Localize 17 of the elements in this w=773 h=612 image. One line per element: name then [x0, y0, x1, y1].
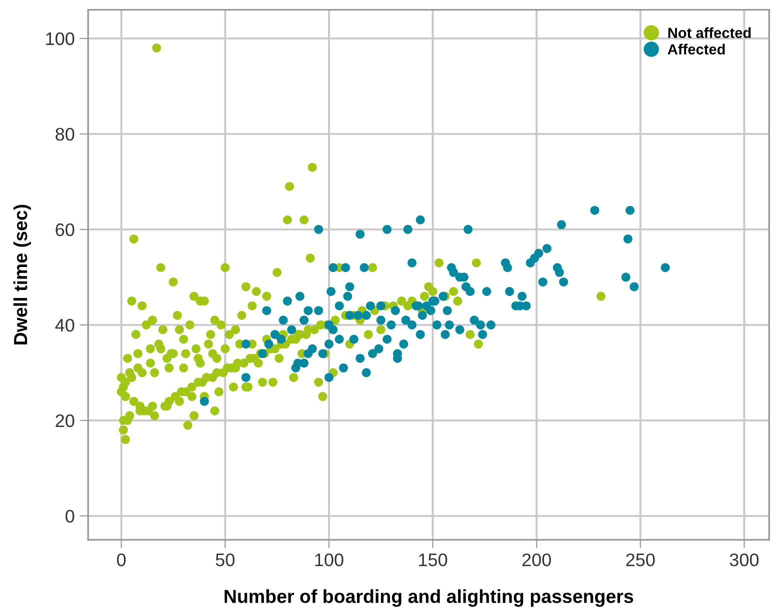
x-tick-label: 100: [315, 553, 344, 566]
legend-label: Affected: [668, 44, 725, 55]
y-tick-label: 60: [56, 223, 74, 236]
x-tick-label: 0: [117, 553, 126, 566]
y-tick-label: 40: [55, 318, 74, 332]
y-tick-label: 100: [46, 32, 74, 46]
y-tick-label: 20: [56, 414, 74, 428]
x-tick-label: 150: [419, 553, 448, 566]
x-tick-label: 300: [730, 553, 759, 566]
y-axis-title: Dwell time (sec): [13, 204, 31, 344]
y-tick-label: 80: [56, 128, 74, 141]
x-tick-label: 200: [522, 553, 551, 566]
x-axis-title: Number of boarding and alighting passengers: [224, 589, 634, 607]
x-tick-label: 250: [626, 553, 655, 566]
y-tick-label: 0: [66, 510, 74, 523]
x-tick-label: 50: [216, 553, 234, 566]
legend-label: Not affected: [668, 27, 751, 38]
